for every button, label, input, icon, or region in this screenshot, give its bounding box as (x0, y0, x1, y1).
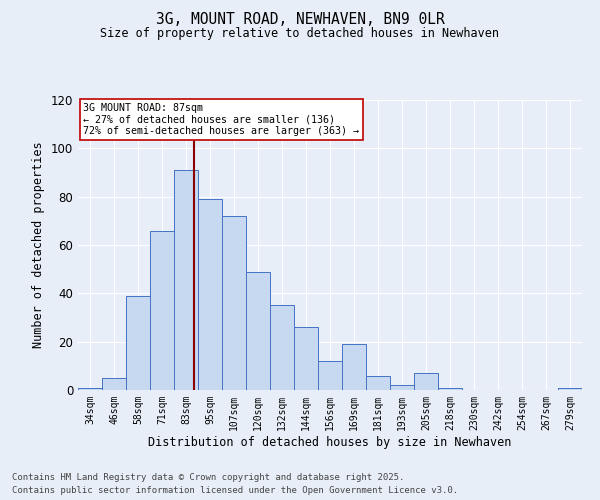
Text: Size of property relative to detached houses in Newhaven: Size of property relative to detached ho… (101, 28, 499, 40)
Bar (414, 373, 438, 390)
Bar (558, 388, 582, 390)
Bar (438, 388, 462, 390)
Text: 3G MOUNT ROAD: 87sqm
← 27% of detached houses are smaller (136)
72% of semi-deta: 3G MOUNT ROAD: 87sqm ← 27% of detached h… (83, 103, 359, 136)
Bar (222, 216, 246, 390)
Bar (342, 344, 366, 390)
Bar (390, 385, 414, 390)
Bar (270, 306, 294, 390)
Bar (126, 296, 150, 390)
Text: 3G, MOUNT ROAD, NEWHAVEN, BN9 0LR: 3G, MOUNT ROAD, NEWHAVEN, BN9 0LR (155, 12, 445, 28)
Bar (366, 376, 390, 390)
Bar (150, 230, 174, 390)
Text: Contains public sector information licensed under the Open Government Licence v3: Contains public sector information licen… (12, 486, 458, 495)
Bar (246, 272, 270, 390)
Bar (78, 388, 102, 390)
Text: Contains HM Land Registry data © Crown copyright and database right 2025.: Contains HM Land Registry data © Crown c… (12, 472, 404, 482)
Bar (294, 327, 318, 390)
Y-axis label: Number of detached properties: Number of detached properties (32, 142, 45, 348)
Bar (174, 170, 198, 390)
Bar (198, 199, 222, 390)
Bar (102, 378, 126, 390)
X-axis label: Distribution of detached houses by size in Newhaven: Distribution of detached houses by size … (148, 436, 512, 448)
Bar (318, 361, 342, 390)
